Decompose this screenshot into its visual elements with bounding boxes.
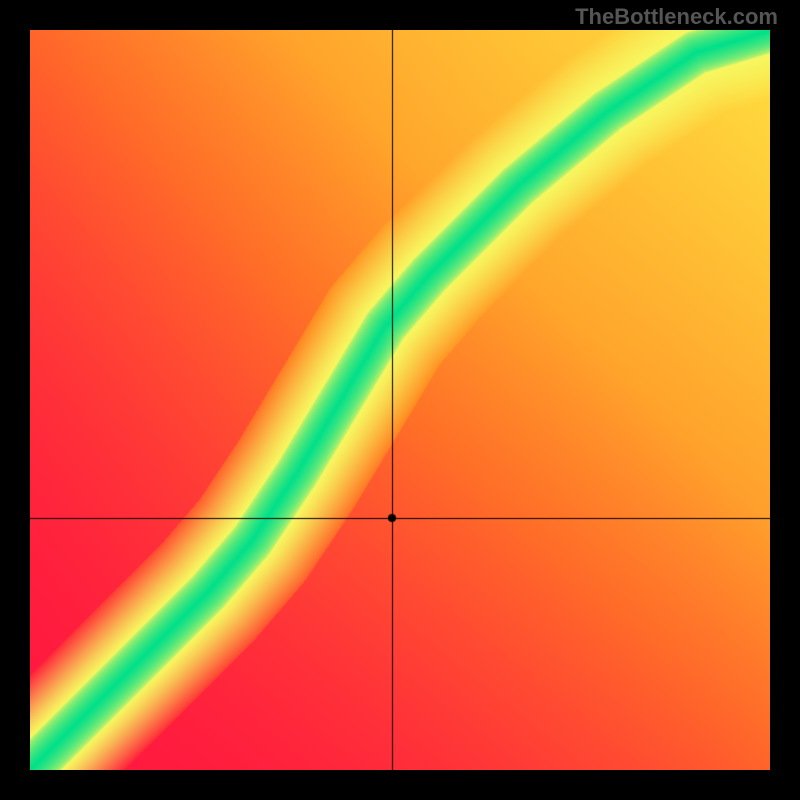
chart-container: TheBottleneck.com <box>0 0 800 800</box>
watermark-text: TheBottleneck.com <box>575 4 778 30</box>
bottleneck-heatmap <box>30 30 770 770</box>
